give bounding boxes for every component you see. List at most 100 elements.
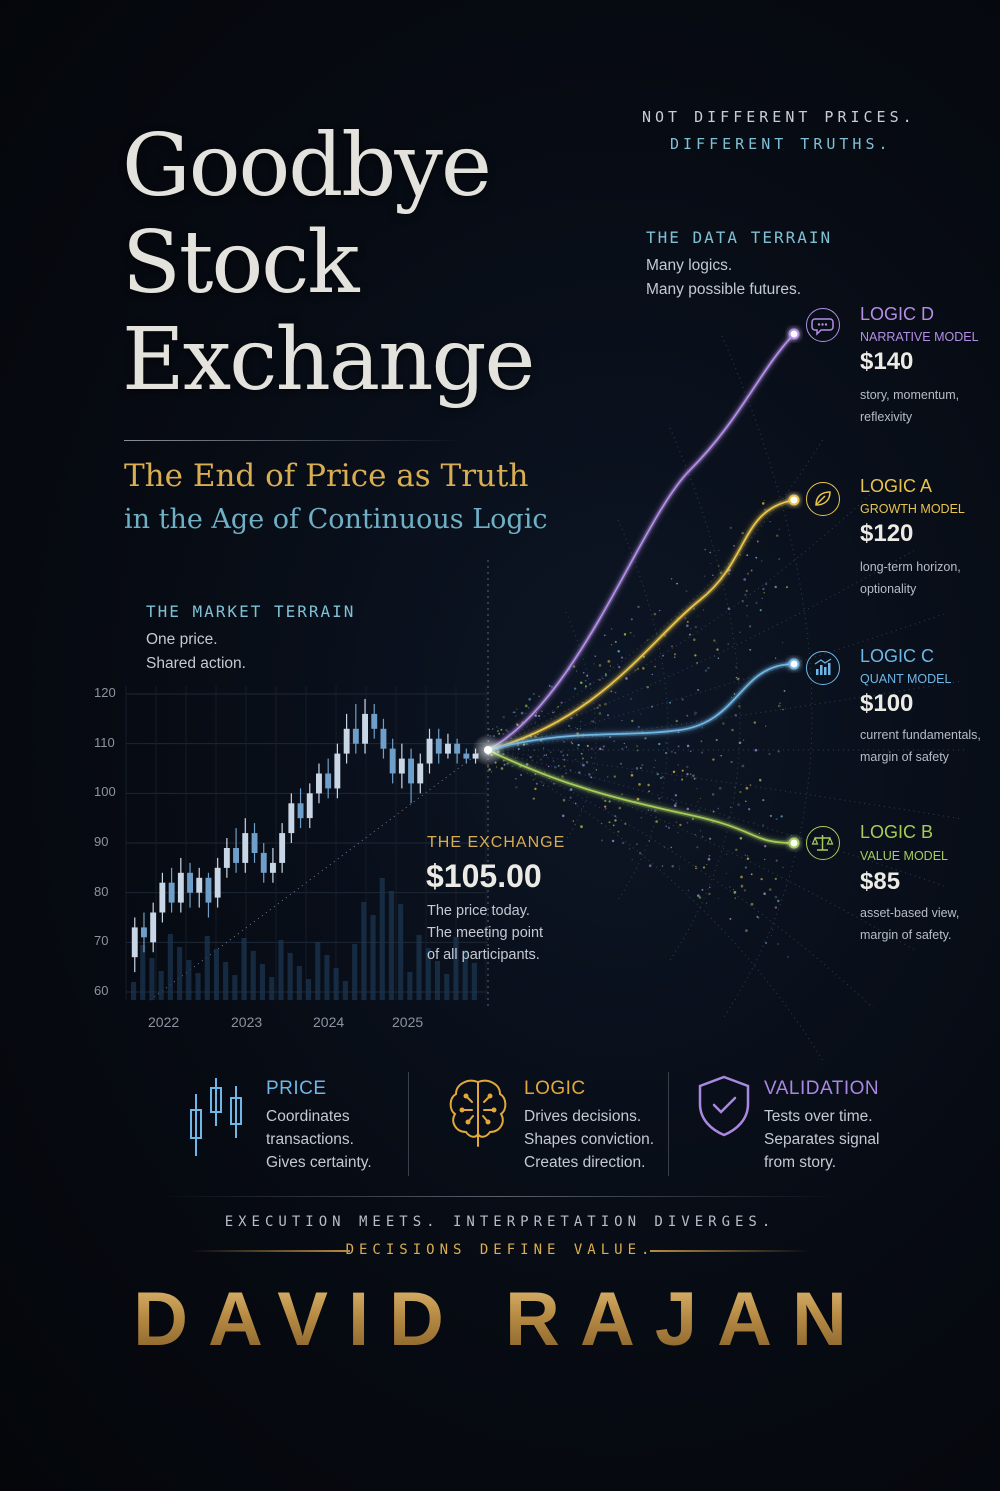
volume-bar (213, 949, 219, 1000)
candle (454, 738, 461, 764)
volume-bar (444, 974, 450, 1000)
pillar-validation-title: VALIDATION (764, 1078, 880, 1099)
volume-bar (416, 935, 422, 1000)
logic-d-name: LOGIC D (860, 304, 935, 324)
volume-bar (453, 937, 459, 1000)
volume-bar (259, 964, 265, 1000)
candle (177, 857, 184, 913)
volume-bar (250, 951, 256, 1000)
pillar-price-line-2: transactions. (266, 1131, 354, 1148)
volume-bar (407, 972, 413, 1000)
exchange-price: $105.00 (426, 858, 542, 894)
logic-a-desc-2: optionality (860, 582, 917, 596)
volume-bar (186, 960, 192, 1000)
candle (260, 843, 267, 883)
pillar-divider-2 (668, 1072, 669, 1176)
projection-endpoint (788, 837, 800, 849)
y-tick-label: 110 (94, 734, 115, 750)
candle (141, 912, 147, 953)
candle (426, 728, 433, 774)
volume-bar (315, 942, 321, 1000)
candle (270, 847, 276, 883)
candle (187, 862, 193, 908)
volume-bar (342, 981, 348, 1000)
logic-d-desc-1: story, momentum, (860, 388, 960, 402)
candle (398, 743, 405, 789)
candle (196, 867, 203, 908)
logic-a-name: LOGIC A (860, 476, 933, 496)
candle (435, 728, 442, 764)
logic-b-desc-2: margin of safety. (860, 928, 952, 942)
x-tick-label: 2025 (392, 1014, 424, 1030)
logic-d-model: NARRATIVE MODEL (860, 330, 979, 344)
volume-bar (278, 940, 284, 1000)
projection-endpoint (788, 658, 800, 670)
exchange-line-2: The meeting point (427, 925, 544, 941)
volume-bar (324, 955, 330, 1000)
volume-bar (370, 915, 376, 1000)
candle (343, 713, 350, 764)
author-name: DAVID RAJAN (0, 1276, 1000, 1363)
x-tick-label: 2022 (148, 1014, 180, 1030)
logic-b-desc-1: asset-based view, (860, 906, 960, 920)
volume-bar (131, 982, 137, 1000)
volume-bar (232, 975, 238, 1000)
volume-bar (333, 968, 339, 1000)
projection-endpoint (788, 328, 800, 340)
fan-grid (487, 335, 968, 1061)
volume-bar (471, 963, 477, 1000)
title-line-2: Stock (122, 213, 360, 313)
market-terrain-line-1: One price. (146, 631, 218, 648)
pillar-validation-line-2: Separates signal (764, 1131, 880, 1148)
logic-b-value: $85 (860, 868, 901, 895)
candle (288, 793, 295, 843)
projection-curves (486, 328, 800, 849)
candle (463, 748, 470, 764)
volume-bar (287, 953, 293, 1000)
brain-circuit-icon (449, 1079, 507, 1147)
candle (417, 753, 424, 794)
candle (223, 838, 230, 878)
y-tick-label: 90 (94, 834, 109, 849)
pillar-logic-line-1: Drives decisions. (524, 1108, 642, 1125)
pillar-price-line-1: Coordinates (266, 1108, 350, 1125)
volume-bar (462, 950, 468, 1000)
volume-bar (434, 961, 440, 1000)
scale-icon (806, 826, 840, 860)
volume-bar (149, 958, 155, 1000)
volume-bar (269, 977, 275, 1000)
y-tick-label: 70 (94, 933, 109, 949)
candle (352, 703, 359, 754)
bar-chart-icon (806, 651, 840, 685)
candle (251, 823, 258, 863)
volume-bar (195, 973, 201, 1000)
volume-bar (306, 979, 312, 1000)
volume-bar (296, 966, 302, 1000)
exchange-heading: THE EXCHANGE (427, 834, 566, 851)
data-terrain-line-1: Many logics. (646, 257, 733, 274)
candle (334, 743, 341, 799)
logic-d-value: $140 (860, 348, 914, 375)
candle (279, 823, 286, 873)
gold-rule-left (190, 1250, 350, 1252)
logic-c-desc-2: margin of safety (860, 750, 949, 764)
candlestick-icon (190, 1078, 242, 1156)
candle (159, 872, 166, 923)
candle (325, 758, 332, 799)
volume-bar (361, 902, 367, 1000)
candle (131, 917, 138, 973)
volume-bar (223, 962, 229, 1000)
title-line-3: Exchange (122, 310, 535, 410)
candle (445, 733, 451, 759)
y-tick-label: 100 (94, 784, 116, 800)
footer-divider (160, 1196, 840, 1197)
data-terrain-heading: THE DATA TERRAIN (646, 228, 833, 247)
pillar-validation-line-1: Tests over time. (764, 1108, 873, 1125)
volume-bar (140, 945, 146, 1000)
candle (242, 818, 249, 873)
candle (214, 857, 221, 908)
gold-rule-right (650, 1250, 810, 1252)
y-tick-label: 60 (94, 983, 109, 998)
